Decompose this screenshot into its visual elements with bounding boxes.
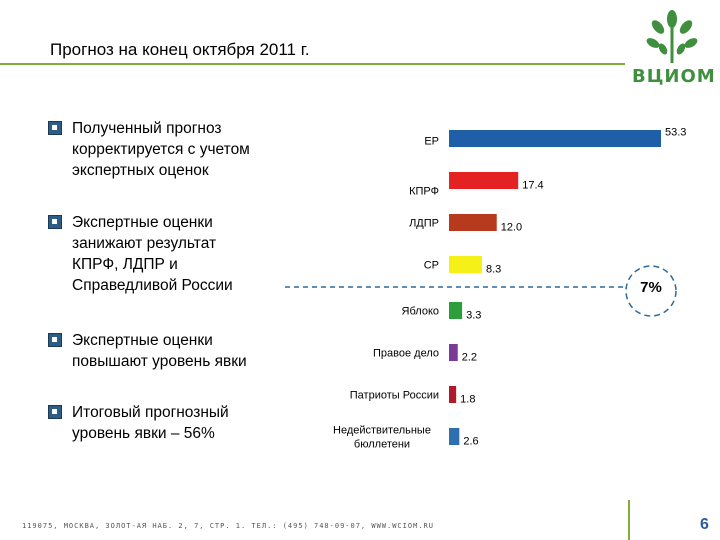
category-label: КПРФ [409, 186, 439, 198]
bullet-text: Экспертные оценки повышают уровень явки [72, 332, 247, 370]
threshold-circle [625, 265, 677, 317]
wciom-logo-icon [646, 10, 698, 63]
bar [449, 428, 460, 445]
bar [449, 214, 497, 231]
bar [449, 344, 458, 361]
category-label: СР [424, 260, 439, 272]
value-label: 2.6 [463, 436, 478, 448]
checkbox-bullet-icon [48, 215, 62, 229]
page-title: Прогноз на конец октября 2011 г. [50, 40, 310, 59]
value-label: 17.4 [522, 180, 543, 192]
bullet-text: Итоговый прогнозный уровень явки – 56% [72, 404, 229, 442]
page-number: 6 [700, 516, 709, 533]
category-label: Недействительные бюллетени [333, 425, 431, 451]
bar [449, 386, 457, 403]
value-label: 8.3 [486, 264, 501, 276]
bar [449, 130, 661, 147]
category-label: ЕР [424, 136, 439, 148]
title-underline [0, 63, 625, 65]
category-label: Яблоко [402, 306, 439, 318]
footer-address: 119075, МОСКВА, ЗОЛОТ-АЯ НАБ. 2, 7, СТР.… [22, 522, 434, 530]
logo-text: ВЦИОМ [632, 66, 716, 87]
bullet-text: Экспертные оценки занижают результат КПР… [72, 214, 233, 294]
value-label: 53.3 [665, 127, 686, 139]
value-label: 1.8 [460, 394, 475, 406]
bar [449, 256, 483, 273]
value-label: 3.3 [466, 310, 481, 322]
value-label: 12.0 [501, 222, 522, 234]
bar [449, 302, 463, 319]
category-label: Патриоты России [350, 390, 439, 402]
threshold-label: 7% [640, 279, 662, 296]
footer-divider [628, 500, 630, 540]
checkbox-bullet-icon [48, 121, 62, 135]
bullet-text: Полученный прогноз корректируется с учет… [72, 120, 250, 179]
checkbox-bullet-icon [48, 333, 62, 347]
value-label: 2.2 [462, 352, 477, 364]
checkbox-bullet-icon [48, 405, 62, 419]
category-label: ЛДПР [409, 218, 439, 230]
category-label: Правое дело [373, 348, 439, 360]
bar [449, 172, 519, 189]
